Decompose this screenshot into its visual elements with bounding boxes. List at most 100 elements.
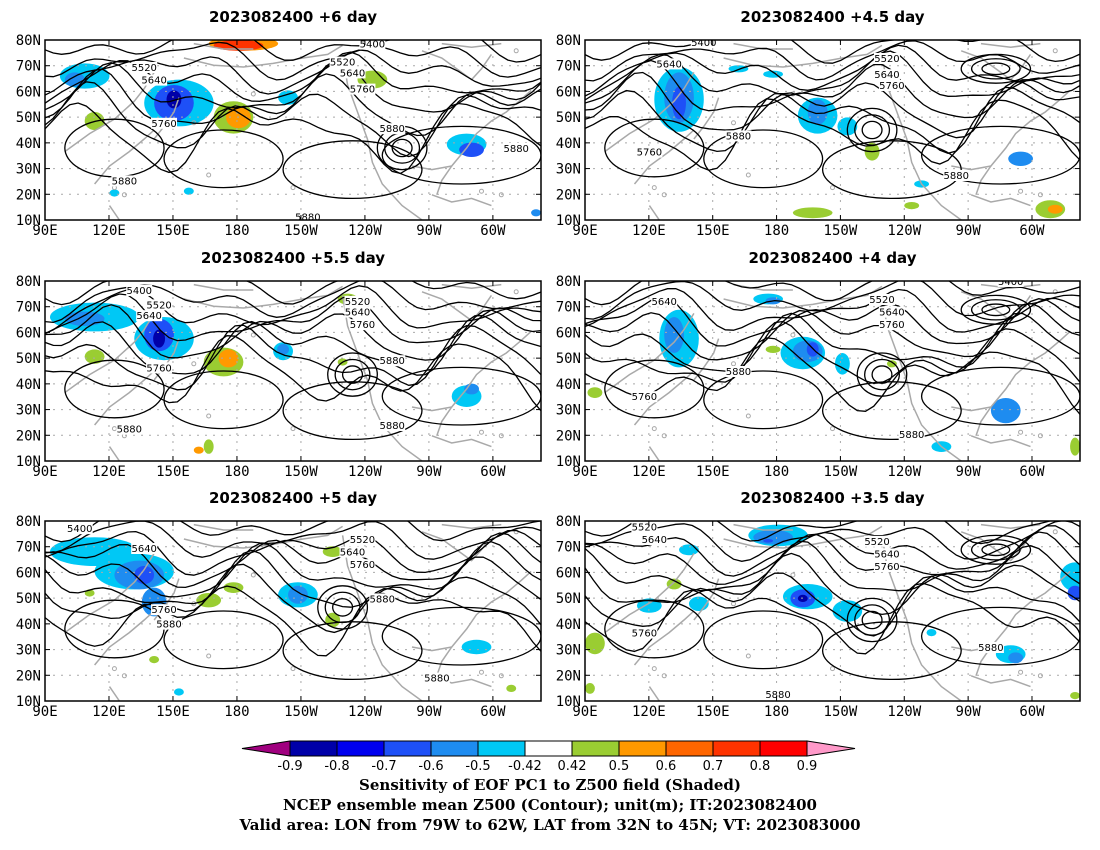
coastline xyxy=(980,283,1041,289)
closed-low-contour xyxy=(327,352,378,397)
island xyxy=(651,666,657,672)
map-frame xyxy=(584,520,1081,702)
coastline xyxy=(94,610,155,666)
colorbar-tick-label: 0.5 xyxy=(609,759,630,774)
colorbar-bin xyxy=(618,740,667,757)
contour-label: 5760 xyxy=(879,320,904,331)
map-frame xyxy=(584,280,1081,462)
island xyxy=(250,91,256,97)
height-contour-5880 xyxy=(381,366,541,426)
lon-label: 90E xyxy=(572,223,597,239)
contour-label: 5760 xyxy=(350,85,375,96)
island xyxy=(206,172,212,178)
sensitivity-blob xyxy=(461,639,492,655)
lon-label: 90E xyxy=(32,704,57,720)
lat-label: 60N xyxy=(556,565,581,581)
lon-label: 180 xyxy=(764,223,789,239)
lat-label: 10N xyxy=(16,213,41,229)
polar-low-contour xyxy=(960,294,1032,325)
sensitivity-blob xyxy=(459,142,484,157)
map-frame xyxy=(584,39,1081,221)
lon-label: 60W xyxy=(1019,223,1045,239)
closed-low-contour xyxy=(334,358,371,391)
lon-label: 150W xyxy=(824,704,858,720)
coastline xyxy=(183,44,343,68)
island xyxy=(651,426,657,432)
contour-label: 5760 xyxy=(874,562,899,573)
contour-label-bg xyxy=(636,146,663,158)
coastline xyxy=(980,42,1041,48)
lon-label: 180 xyxy=(224,464,249,480)
contour-label-bg xyxy=(631,391,658,403)
colorbar-bin xyxy=(712,740,761,757)
panel-title: 2023082400 +5.5 day xyxy=(201,249,385,267)
lat-lon-grid xyxy=(585,521,1080,701)
contour-label: 5880 xyxy=(379,124,404,135)
panel-title: 2023082400 +4 day xyxy=(749,249,917,267)
contour-label: 5520 xyxy=(146,300,171,311)
contour-label: 5760 xyxy=(146,363,171,374)
island xyxy=(790,332,796,338)
lon-label: 60W xyxy=(480,223,506,239)
colorbar-bin xyxy=(477,740,526,757)
contour-label-bg xyxy=(66,523,93,535)
contour-label-bg xyxy=(329,56,356,68)
contour-label: 5880 xyxy=(156,620,181,631)
height-contour-5880 xyxy=(381,606,541,666)
height-contour-5880 xyxy=(821,381,962,441)
map-panel-5: 5400564057605880552056405760588058802023… xyxy=(16,489,542,720)
sensitivity-blob xyxy=(666,578,682,590)
lat-label: 30N xyxy=(16,403,41,419)
height-contour-5880 xyxy=(381,125,541,185)
coastline xyxy=(193,283,254,291)
contour-label: 5880 xyxy=(726,131,751,142)
island xyxy=(830,666,835,672)
lat-label: 20N xyxy=(16,187,41,203)
height-contour-5880 xyxy=(282,621,423,681)
closed-low-contour xyxy=(391,138,413,158)
height-contour xyxy=(45,314,541,376)
contour-label: 5520 xyxy=(330,58,355,69)
island xyxy=(661,192,667,198)
coastline xyxy=(723,525,883,549)
sensitivity-blob xyxy=(904,202,920,210)
lon-label: 60W xyxy=(1019,704,1045,720)
sensitivity-blob xyxy=(531,209,541,217)
island xyxy=(290,185,296,191)
coastline xyxy=(108,205,121,220)
lon-label: 150E xyxy=(696,223,730,239)
lat-label: 50N xyxy=(556,591,581,607)
closed-low-contour xyxy=(871,365,893,384)
contour-label: 5880 xyxy=(117,425,142,436)
contour-label-bg xyxy=(656,58,683,70)
sensitivity-blob xyxy=(587,387,603,398)
coastline xyxy=(648,446,660,461)
lat-label: 70N xyxy=(556,300,581,316)
contour-label: 5520 xyxy=(869,295,894,306)
z500-contours xyxy=(45,521,541,681)
lat-label: 60N xyxy=(16,84,41,100)
lon-label: 120E xyxy=(632,464,666,480)
height-contour-5880 xyxy=(703,370,824,430)
height-contour-5880 xyxy=(703,610,824,670)
lat-label: 40N xyxy=(556,617,581,633)
height-contour xyxy=(585,531,1080,585)
island xyxy=(830,426,835,432)
lat-label: 40N xyxy=(16,617,41,633)
coastline xyxy=(733,523,793,531)
contour-label: 5640 xyxy=(656,59,681,70)
contour-label-bg xyxy=(131,62,158,73)
island xyxy=(731,120,736,126)
sensitivity-blob xyxy=(173,688,184,696)
island xyxy=(498,192,504,198)
height-contour xyxy=(585,40,1080,64)
lat-label: 60N xyxy=(556,84,581,100)
lon-label: 90W xyxy=(416,464,442,480)
coastline xyxy=(693,578,720,621)
contour-label-bg xyxy=(111,175,138,187)
height-contour-5880 xyxy=(64,359,165,419)
contour-label-bg xyxy=(631,521,658,533)
colorbar-bin xyxy=(383,740,432,757)
contour-label: 5880 xyxy=(370,594,395,605)
